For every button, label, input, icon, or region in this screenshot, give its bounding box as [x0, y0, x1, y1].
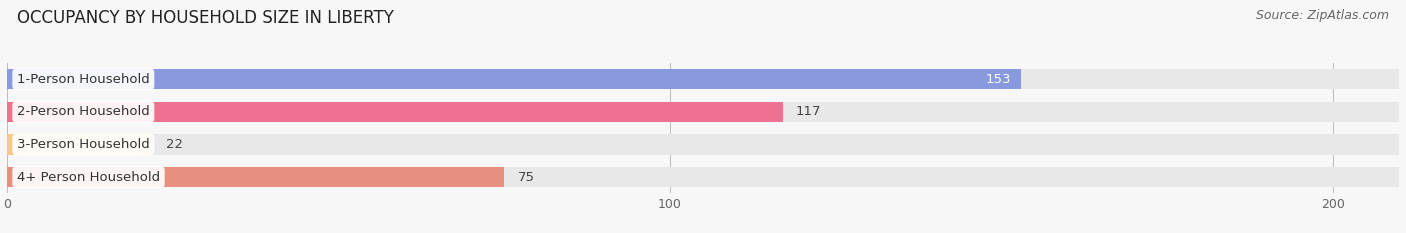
Text: Source: ZipAtlas.com: Source: ZipAtlas.com	[1256, 9, 1389, 22]
Text: 3-Person Household: 3-Person Household	[17, 138, 149, 151]
Bar	[7, 167, 1399, 187]
Text: 1-Person Household: 1-Person Household	[17, 73, 149, 86]
Bar	[7, 69, 1021, 89]
Text: 75: 75	[517, 171, 534, 184]
Bar	[7, 102, 783, 122]
Text: OCCUPANCY BY HOUSEHOLD SIZE IN LIBERTY: OCCUPANCY BY HOUSEHOLD SIZE IN LIBERTY	[17, 9, 394, 27]
Bar	[7, 69, 1399, 89]
Text: 117: 117	[796, 105, 821, 118]
Text: 153: 153	[986, 73, 1011, 86]
Text: 22: 22	[166, 138, 183, 151]
Text: 4+ Person Household: 4+ Person Household	[17, 171, 160, 184]
Bar	[7, 102, 1399, 122]
Bar	[7, 134, 153, 154]
Bar	[7, 167, 505, 187]
Text: 2-Person Household: 2-Person Household	[17, 105, 149, 118]
Bar	[7, 134, 1399, 154]
